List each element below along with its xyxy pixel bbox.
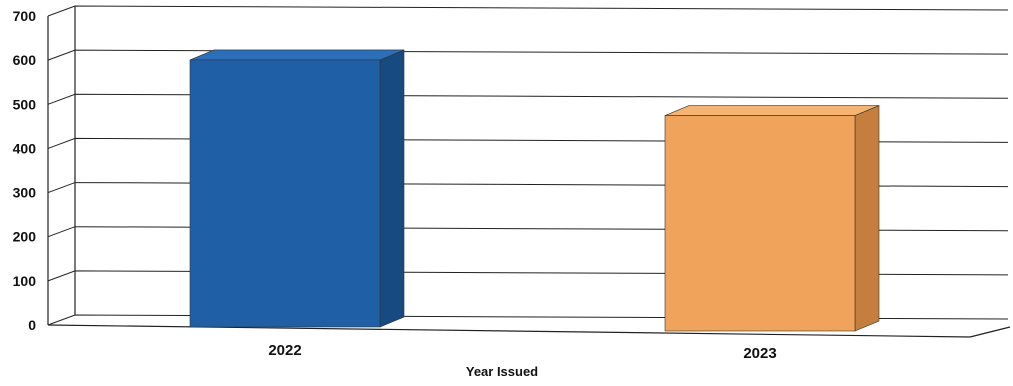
bar-side (854, 105, 880, 332)
y-tick-label: 600 (13, 52, 37, 68)
x-tick-label: 2023 (743, 345, 776, 362)
bar-top (664, 105, 880, 116)
y-tick-label: 0 (28, 317, 36, 333)
bar-2022 (189, 49, 405, 328)
bar-side (379, 49, 405, 328)
y-tick-label: 100 (13, 273, 37, 289)
gridline (47, 49, 1009, 61)
floor-right-edge (969, 326, 1011, 338)
y-tick-label: 300 (13, 185, 37, 201)
bar-2023 (664, 105, 880, 332)
y-tick-label: 400 (13, 140, 37, 156)
x-axis-ticks: 2022 2023 (268, 342, 776, 362)
x-tick-label: 2022 (268, 342, 301, 359)
x-axis-title: Year Issued (466, 364, 538, 379)
y-tick-label: 200 (13, 229, 37, 245)
bar-front (664, 115, 856, 332)
gridline (47, 5, 1009, 17)
bar-top (189, 49, 405, 61)
y-tick-label: 500 (13, 96, 37, 112)
bars (189, 49, 880, 332)
bar-front (189, 59, 381, 328)
y-axis-ticks: 0 100 200 300 400 500 600 700 (13, 8, 37, 333)
y-tick-label: 700 (13, 8, 37, 24)
